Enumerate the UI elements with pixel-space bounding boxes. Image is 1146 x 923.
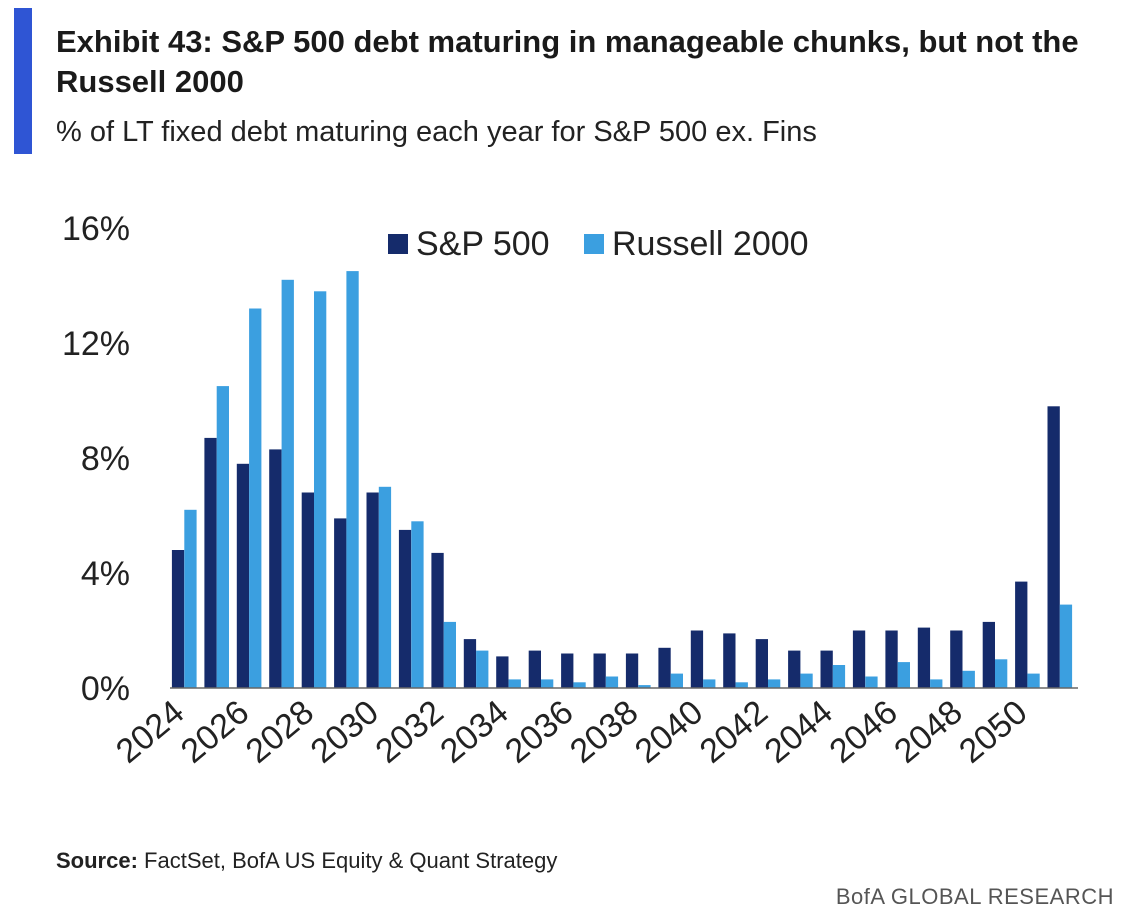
sp500-bar bbox=[593, 653, 606, 688]
russell2000-bar bbox=[930, 679, 943, 688]
sp500-bar bbox=[690, 630, 704, 688]
russell2000-bar bbox=[508, 679, 521, 688]
chart-subtitle: % of LT fixed debt maturing each year fo… bbox=[56, 116, 817, 148]
sp500-bar bbox=[658, 647, 671, 689]
y-tick-label: 0% bbox=[81, 670, 130, 708]
russell2000-bar bbox=[443, 621, 456, 688]
russell2000-bar bbox=[962, 670, 975, 689]
sp500-bar bbox=[755, 639, 768, 688]
x-tick-label: 2038 bbox=[563, 693, 645, 771]
x-tick-label: 2028 bbox=[239, 693, 321, 771]
russell2000-bar bbox=[832, 665, 846, 688]
sp500-bar bbox=[917, 627, 931, 688]
russell2000-bar bbox=[670, 673, 683, 688]
sp500-bar bbox=[431, 552, 444, 688]
source-text: FactSet, BofA US Equity & Quant Strategy bbox=[137, 848, 558, 873]
russell2000-bar bbox=[865, 676, 878, 688]
x-tick-label: 2050 bbox=[952, 693, 1034, 771]
y-tick-label: 4% bbox=[81, 555, 130, 593]
accent-bar bbox=[14, 8, 32, 154]
x-tick-label: 2036 bbox=[498, 693, 580, 771]
sp500-bar bbox=[334, 518, 347, 688]
x-tick-label: 2048 bbox=[887, 693, 969, 771]
y-tick-label: 16% bbox=[62, 210, 130, 248]
russell2000-bar bbox=[184, 509, 197, 689]
russell2000-bar bbox=[249, 308, 262, 688]
russell2000-bar bbox=[768, 679, 781, 688]
russell2000-bar bbox=[476, 650, 489, 688]
sp500-bar bbox=[885, 630, 898, 688]
source-note: Source: FactSet, BofA US Equity & Quant … bbox=[56, 848, 557, 874]
x-tick-label: 2046 bbox=[822, 693, 904, 771]
sp500-bar bbox=[1015, 581, 1028, 688]
sp500-bar bbox=[269, 449, 282, 688]
brand-label: BofA GLOBAL RESEARCH bbox=[835, 884, 1114, 909]
x-tick-label: 2026 bbox=[174, 693, 256, 771]
russell2000-bar bbox=[573, 682, 586, 689]
x-tick-label: 2042 bbox=[693, 693, 775, 771]
sp500-bar bbox=[1047, 406, 1060, 689]
x-tick-label: 2030 bbox=[304, 693, 386, 771]
russell2000-bar bbox=[411, 521, 424, 689]
sp500-bar bbox=[852, 630, 866, 688]
legend-swatch-sp500 bbox=[388, 234, 408, 254]
russell2000-bar bbox=[995, 659, 1008, 689]
sp500-bar bbox=[528, 650, 541, 688]
bar-chart: 0%4%8%12%16%2024202620282030203220342036… bbox=[62, 210, 1078, 771]
sp500-bar bbox=[398, 529, 412, 688]
x-tick-label: 2032 bbox=[368, 693, 450, 771]
x-tick-label: 2044 bbox=[758, 693, 840, 771]
x-tick-label: 2034 bbox=[433, 693, 515, 771]
russell2000-bar bbox=[378, 486, 392, 689]
legend-label-sp500: S&P 500 bbox=[416, 225, 550, 263]
sp500-bar bbox=[366, 492, 379, 688]
sp500-bar bbox=[236, 463, 250, 689]
russell2000-bar bbox=[281, 279, 294, 689]
russell2000-bar bbox=[541, 679, 554, 688]
russell2000-bar bbox=[1059, 604, 1073, 688]
source-label: Source: bbox=[56, 848, 138, 873]
russell2000-bar bbox=[735, 682, 748, 689]
sp500-bar bbox=[171, 550, 185, 688]
y-tick-label: 8% bbox=[81, 440, 130, 478]
sp500-bar bbox=[950, 630, 963, 688]
sp500-bar bbox=[496, 656, 509, 688]
russell2000-bar bbox=[703, 679, 716, 688]
sp500-bar bbox=[788, 650, 801, 688]
sp500-bar bbox=[463, 639, 477, 688]
russell2000-bar bbox=[897, 662, 910, 688]
legend-swatch-russell2000 bbox=[584, 234, 604, 254]
sp500-bar bbox=[723, 633, 736, 688]
sp500-bar bbox=[561, 653, 574, 688]
sp500-bar bbox=[204, 437, 217, 688]
sp500-bar bbox=[301, 492, 314, 688]
russell2000-bar bbox=[216, 386, 229, 688]
chart-title: Exhibit 43: S&P 500 debt maturing in man… bbox=[56, 24, 1079, 99]
legend-label-russell2000: Russell 2000 bbox=[612, 225, 809, 263]
russell2000-bar bbox=[1027, 673, 1040, 688]
sp500-bar bbox=[982, 621, 995, 688]
russell2000-bar bbox=[605, 676, 619, 688]
x-tick-label: 2040 bbox=[628, 693, 710, 771]
sp500-bar bbox=[625, 653, 639, 688]
y-tick-label: 12% bbox=[62, 325, 130, 363]
russell2000-bar bbox=[800, 673, 813, 688]
sp500-bar bbox=[820, 650, 833, 688]
russell2000-bar bbox=[314, 291, 327, 689]
russell2000-bar bbox=[638, 685, 651, 688]
russell2000-bar bbox=[346, 271, 359, 688]
